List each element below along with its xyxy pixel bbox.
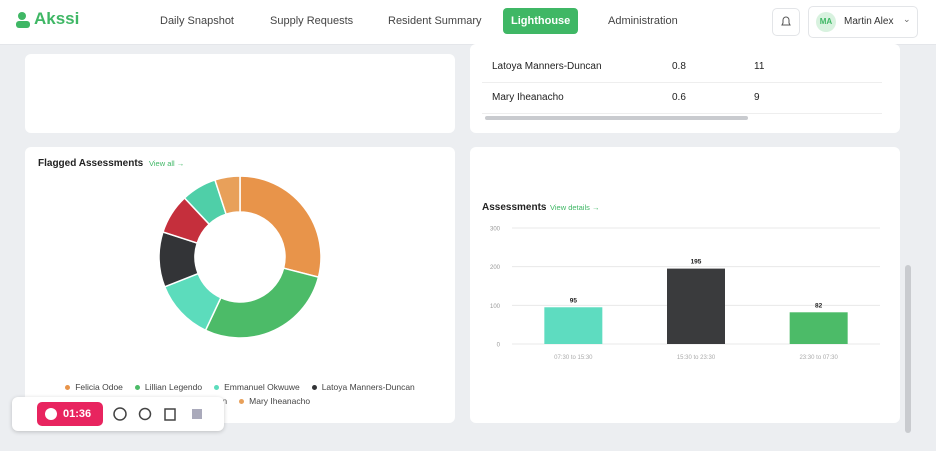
table-cell: 11 — [754, 61, 765, 72]
data-label: 195 — [691, 259, 702, 266]
x-tick-label: 07:30 to 15:30 — [554, 355, 593, 361]
pie-slice — [204, 267, 320, 339]
user-name: Martin Alex — [844, 16, 894, 27]
nav-tab[interactable]: Supply Requests — [262, 8, 361, 34]
table-cell: 0.6 — [672, 92, 686, 103]
legend-swatch — [134, 385, 140, 391]
logo: Akssi — [34, 9, 80, 28]
tab-label: Lighthouse — [511, 15, 571, 27]
legend-item: Felicia Odoe — [65, 382, 123, 392]
legend-swatch — [65, 385, 71, 391]
legend-item: Lillian Legendo — [134, 382, 203, 392]
timer: 01:36 — [63, 408, 92, 420]
x-tick-label: 23:30 to 07:30 — [799, 355, 838, 361]
nav-tab[interactable]: Daily Snapshot — [152, 8, 242, 34]
table-row: Latoya Manners-Duncan 0.8 11 — [482, 52, 882, 83]
table-cell: 0.8 — [672, 61, 686, 72]
chart-title: Flagged Assessments — [38, 158, 144, 169]
y-tick-label: 0 — [497, 343, 501, 349]
tab-label: Daily Snapshot — [160, 15, 234, 27]
card: Latoya Manners-Duncan 0.8 11 Mary Iheanacho… — [470, 44, 900, 133]
card: Flagged Assessments View all → Felicia Od… — [25, 147, 455, 423]
chart-link[interactable]: View all → — [149, 159, 184, 168]
legend-swatch — [311, 385, 317, 391]
pie-slice — [239, 175, 322, 279]
recorder: 01:36 — [12, 397, 224, 431]
legend-label: Latoya Manners-Duncan — [321, 382, 415, 392]
legend-swatch — [239, 399, 245, 405]
bar — [667, 268, 725, 344]
card — [25, 54, 455, 133]
legend-item: Emmanuel Okwuwe — [214, 382, 300, 392]
y-tick-label: 200 — [490, 265, 501, 271]
legend-label: Mary Iheanacho — [249, 396, 311, 406]
x-tick-label: 15:30 to 23:30 — [677, 355, 716, 361]
y-tick-label: 100 — [490, 304, 501, 310]
chart-link[interactable]: View details → — [550, 203, 599, 212]
user-menu[interactable]: MA Martin Alex ⌄ — [808, 6, 918, 38]
data-label: 82 — [815, 302, 823, 309]
legend-label: Felicia Odoe — [75, 382, 123, 392]
tab-label: Resident Summary — [388, 15, 482, 27]
table-cell: Mary Iheanacho — [492, 92, 564, 103]
chevron: ⌄ — [903, 14, 911, 24]
nav-tab[interactable]: Administration — [600, 8, 686, 34]
logo-icon — [16, 12, 30, 28]
table-cell: 9 — [754, 92, 760, 103]
tab-label: Supply Requests — [270, 15, 354, 27]
legend-label: Lillian Legendo — [144, 382, 203, 392]
top-nav: Akssi Daily Snapshot Supply Requests Resid… — [0, 0, 936, 45]
y-tick-label: 300 — [490, 227, 501, 233]
table-cell: Latoya Manners-Duncan — [492, 61, 602, 72]
data-label: 95 — [570, 297, 578, 304]
recorder-controls[interactable] — [112, 406, 212, 422]
nav-tab[interactable]: Lighthouse — [503, 8, 579, 34]
card: Assessments View details → 0 100 200 300 95 07:… — [470, 147, 900, 423]
legend-item: Mary Iheanacho — [239, 396, 310, 406]
chart: Flagged Assessments View all → — [38, 158, 322, 339]
legend-swatch — [214, 385, 220, 391]
notifications[interactable] — [772, 8, 800, 36]
scrollbar[interactable] — [485, 116, 748, 120]
chart: Assessments View details → 0 100 200 300 95 07:… — [482, 202, 880, 361]
legend-item: Latoya Manners-Duncan — [311, 382, 415, 392]
table-row: Mary Iheanacho 0.6 9 — [482, 83, 882, 114]
legend-label: Emmanuel Okwuwe — [224, 382, 300, 392]
stop-button[interactable]: 01:36 — [37, 402, 103, 426]
scrollbar[interactable] — [905, 265, 911, 433]
chart-title: Assessments — [482, 202, 547, 213]
bar — [544, 307, 603, 344]
pie-slice — [214, 175, 241, 216]
bar — [789, 312, 848, 344]
nav-tab[interactable]: Resident Summary — [380, 8, 490, 34]
avatar: MA — [816, 12, 836, 32]
tab-label: Administration — [608, 15, 678, 27]
